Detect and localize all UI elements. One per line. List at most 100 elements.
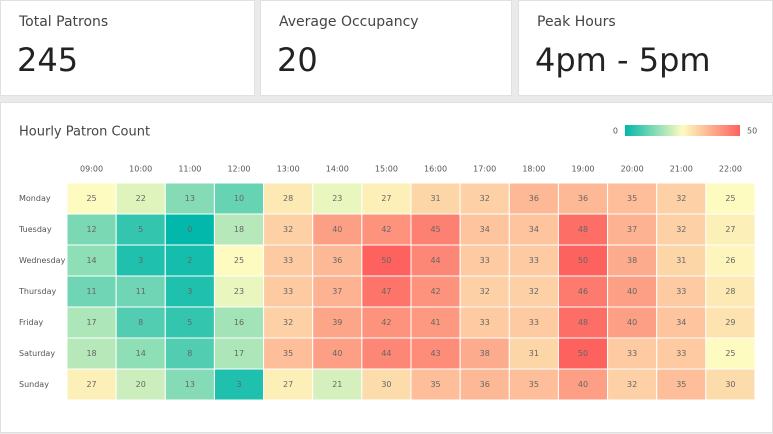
heatmap-cell [607, 275, 658, 308]
heatmap-cell [557, 275, 609, 308]
heatmap-cell [361, 368, 412, 401]
x-tick-label: 09:00 [80, 165, 103, 174]
cell-label: 48 [578, 318, 588, 327]
heatmap-cell [410, 182, 461, 215]
heatmap-cell [263, 275, 314, 308]
heatmap-cell [164, 368, 215, 401]
heatmap-cell [213, 368, 265, 401]
kpi-label: Peak Hours [537, 14, 616, 30]
cell-label: 27 [725, 225, 735, 234]
x-tick-label: 20:00 [621, 165, 644, 174]
cell-label: 3 [236, 380, 241, 389]
kpi-card: Average Occupancy 20 [260, 0, 512, 96]
cell-label: 21 [332, 380, 342, 389]
kpi-value: 20 [277, 41, 318, 79]
cell-label: 40 [332, 225, 342, 234]
cell-label: 13 [185, 380, 195, 389]
cell-label: 0 [187, 225, 192, 234]
cell-label: 17 [234, 349, 244, 358]
heatmap-cell [508, 182, 559, 215]
cell-label: 44 [430, 256, 440, 265]
heatmap-cell [164, 306, 215, 339]
x-tick-label: 12:00 [227, 165, 250, 174]
heatmap-cell [557, 337, 609, 370]
cell-label: 39 [332, 318, 342, 327]
x-tick-label: 21:00 [670, 165, 693, 174]
heatmap-cell [656, 368, 707, 401]
heatmap-cell [263, 306, 314, 339]
color-legend [625, 125, 740, 136]
heatmap-cell [459, 275, 510, 308]
cell-label: 31 [676, 256, 686, 265]
x-tick-label: 14:00 [326, 165, 349, 174]
cell-label: 25 [725, 194, 735, 203]
cell-label: 25 [725, 349, 735, 358]
heatmap-cell [410, 306, 461, 339]
heatmap-cell [312, 182, 363, 215]
heatmap-cell [656, 306, 707, 339]
heatmap-cell [607, 368, 658, 401]
cell-label: 11 [86, 287, 96, 296]
cell-label: 46 [578, 287, 588, 296]
cell-label: 36 [578, 194, 588, 203]
heatmap-cell [656, 213, 707, 246]
heatmap-cell [361, 213, 412, 246]
heatmap-cell [705, 182, 756, 215]
heatmap-cell [508, 368, 559, 401]
cell-label: 8 [187, 349, 192, 358]
cell-label: 23 [332, 194, 342, 203]
cell-label: 42 [381, 318, 391, 327]
heatmap-cell [312, 337, 363, 370]
kpi-value: 245 [17, 41, 79, 79]
cell-label: 33 [480, 256, 490, 265]
heatmap-cell [656, 275, 707, 308]
heatmap-cell [705, 275, 756, 308]
heatmap-cell [508, 306, 559, 339]
cell-label: 34 [529, 225, 539, 234]
cell-label: 12 [86, 225, 96, 234]
heatmap-cell [410, 368, 461, 401]
heatmap-cell [164, 275, 215, 308]
cell-label: 32 [480, 194, 490, 203]
cell-label: 25 [234, 256, 244, 265]
cell-label: 36 [480, 380, 490, 389]
chart-title: Hourly Patron Count [19, 125, 150, 140]
heatmap-cell [705, 306, 756, 339]
cell-label: 36 [332, 256, 342, 265]
heatmap-cell [213, 337, 265, 370]
legend-min: 0 [613, 127, 618, 136]
cell-label: 27 [381, 194, 391, 203]
y-tick-label: Thursday [18, 287, 56, 296]
cell-label: 50 [381, 256, 391, 265]
x-tick-label: 13:00 [277, 165, 300, 174]
heatmap-cell [312, 275, 363, 308]
cell-label: 10 [234, 194, 244, 203]
y-tick-label: Saturday [19, 349, 55, 358]
cell-label: 16 [234, 318, 244, 327]
cell-label: 40 [627, 287, 637, 296]
cell-label: 40 [578, 380, 588, 389]
cell-label: 27 [86, 380, 96, 389]
cell-label: 33 [676, 349, 686, 358]
heatmap-cell [213, 213, 265, 246]
cell-label: 43 [430, 349, 440, 358]
cell-label: 50 [578, 256, 588, 265]
cell-label: 33 [529, 318, 539, 327]
cell-label: 26 [725, 256, 735, 265]
heatmap-cell [410, 244, 461, 277]
x-tick-label: 17:00 [473, 165, 496, 174]
cell-label: 27 [283, 380, 293, 389]
cell-label: 35 [430, 380, 440, 389]
cell-label: 14 [136, 349, 146, 358]
cell-label: 28 [725, 287, 735, 296]
cell-label: 35 [529, 380, 539, 389]
heatmap-cell [263, 337, 314, 370]
heatmap-cell [312, 213, 363, 246]
cell-label: 35 [283, 349, 293, 358]
cell-label: 35 [676, 380, 686, 389]
cell-label: 37 [627, 225, 637, 234]
heatmap-cell [115, 368, 166, 401]
heatmap-cell [115, 182, 166, 215]
heatmap-cell [164, 244, 215, 277]
x-tick-label: 18:00 [522, 165, 545, 174]
